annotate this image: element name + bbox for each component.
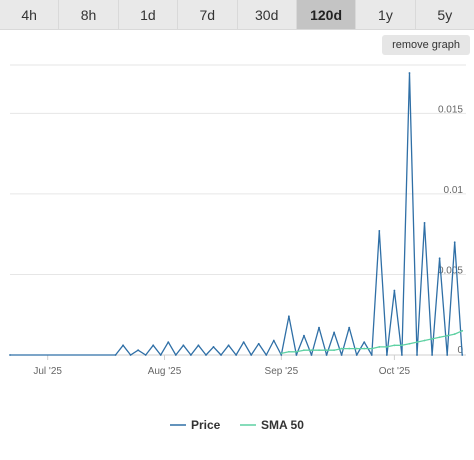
tab-30d[interactable]: 30d	[237, 0, 297, 30]
data-point-sma-50	[461, 329, 464, 332]
data-point-price	[370, 354, 373, 356]
data-point-price	[144, 354, 147, 356]
legend-label-price: Price	[191, 418, 221, 432]
x-tick-label: Jul '25	[33, 366, 62, 377]
data-point-price	[325, 354, 328, 356]
data-point-price	[363, 341, 366, 344]
y-tick-label: 0.005	[438, 265, 463, 276]
data-point-price	[355, 354, 358, 356]
data-point-price	[401, 354, 403, 356]
data-point-price	[295, 354, 298, 356]
x-tick-label: Aug '25	[148, 366, 182, 377]
data-point-price	[167, 341, 170, 344]
data-point-price	[272, 339, 275, 342]
data-point-sma-50	[431, 337, 433, 340]
data-point-price	[385, 354, 388, 356]
data-point-sma-50	[295, 350, 298, 353]
data-point-sma-50	[438, 336, 441, 339]
data-point-sma-50	[393, 344, 396, 347]
data-point-price	[182, 344, 185, 347]
tab-4h[interactable]: 4h	[0, 0, 60, 30]
data-point-price	[129, 354, 132, 356]
data-point-sma-50	[423, 339, 426, 342]
data-point-price	[408, 72, 411, 74]
data-point-price	[446, 354, 449, 356]
series-line-price	[10, 72, 463, 356]
data-point-price	[114, 354, 117, 356]
data-point-sma-50	[401, 344, 403, 347]
data-point-sma-50	[325, 349, 328, 352]
data-point-sma-50	[310, 349, 313, 352]
x-tick-label: Oct '25	[379, 366, 411, 377]
data-point-price	[152, 344, 155, 347]
data-point-sma-50	[318, 349, 320, 352]
data-point-price	[137, 349, 140, 352]
data-point-price	[227, 344, 230, 347]
data-point-sma-50	[333, 349, 335, 352]
data-point-price	[205, 354, 207, 356]
data-point-price	[431, 354, 433, 356]
data-point-price	[174, 354, 177, 356]
data-point-price	[159, 354, 162, 356]
data-point-sma-50	[287, 350, 290, 353]
data-point-price	[220, 354, 222, 356]
data-point-price	[438, 257, 441, 260]
legend-label-sma-50: SMA 50	[261, 418, 304, 432]
data-point-price	[318, 326, 320, 329]
data-point-price	[333, 331, 335, 334]
data-point-sma-50	[446, 334, 449, 337]
data-point-price	[310, 354, 313, 356]
y-tick-label: 0.015	[438, 104, 463, 115]
time-range-tabs: 4h 8h 1d 7d 30d 120d 1y 5y	[0, 0, 474, 30]
data-point-price	[257, 342, 260, 345]
data-point-price	[340, 354, 343, 356]
data-point-sma-50	[408, 342, 411, 345]
data-point-price	[378, 230, 381, 232]
x-tick-label: Sep '25	[265, 366, 299, 377]
data-point-sma-50	[385, 346, 388, 348]
y-tick-label: 0.01	[444, 185, 464, 196]
data-point-price	[416, 354, 418, 356]
data-point-price	[189, 354, 192, 356]
data-point-price	[250, 354, 253, 356]
data-point-price	[265, 354, 268, 356]
tab-5y[interactable]: 5y	[415, 0, 474, 30]
price-chart: 0 0.005 0.01 0.015 Jul '25 Aug '25 Sep '25 Oct …	[9, 64, 466, 432]
data-point-sma-50	[355, 347, 358, 350]
data-point-price	[242, 341, 245, 344]
data-point-price	[287, 315, 290, 318]
data-point-sma-50	[453, 333, 456, 335]
remove-graph-button[interactable]: remove graph	[382, 35, 470, 55]
data-point-price	[122, 344, 124, 347]
data-point-sma-50	[348, 347, 351, 350]
tab-1y[interactable]: 1y	[356, 0, 416, 30]
data-point-price	[303, 334, 305, 337]
data-point-price	[212, 346, 215, 348]
chart-area: 0 0.005 0.01 0.015 Jul '25 Aug '25 Sep '25 Oct …	[0, 60, 474, 455]
data-point-sma-50	[378, 346, 381, 348]
data-point-price	[453, 241, 456, 244]
data-point-price	[393, 289, 396, 292]
data-point-price	[423, 221, 426, 224]
data-point-price	[197, 344, 200, 347]
data-point-sma-50	[370, 347, 373, 350]
data-point-price	[9, 354, 11, 356]
y-tick-label: 0	[457, 345, 463, 356]
data-point-price	[461, 354, 464, 356]
tab-1d[interactable]: 1d	[118, 0, 179, 30]
data-point-price	[280, 354, 283, 356]
tab-120d[interactable]: 120d	[296, 0, 357, 30]
tab-7d[interactable]: 7d	[178, 0, 238, 30]
data-point-price	[348, 326, 351, 329]
data-point-sma-50	[340, 347, 343, 350]
data-point-sma-50	[363, 347, 366, 350]
data-point-price	[235, 354, 238, 356]
data-point-sma-50	[280, 352, 283, 355]
data-point-sma-50	[416, 341, 418, 344]
tab-8h[interactable]: 8h	[59, 0, 119, 30]
data-point-sma-50	[303, 349, 305, 352]
